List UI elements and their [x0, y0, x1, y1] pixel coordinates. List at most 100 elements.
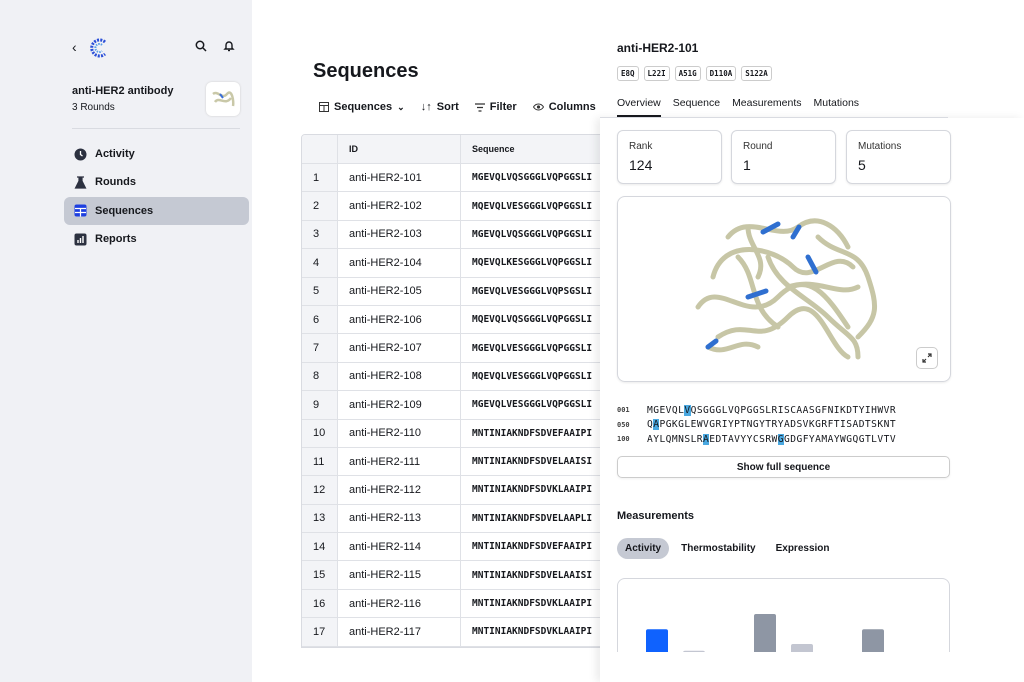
- row-sequence: MQEVQLVESGGGLVQPGGSLI: [472, 200, 593, 212]
- table-row[interactable]: 15 anti-HER2-115 MNTINIAKNDFSDVELAAISI: [302, 561, 620, 590]
- chart-bar: [754, 614, 776, 652]
- divider: [72, 128, 240, 129]
- row-number: 4: [302, 249, 338, 277]
- row-number: 2: [302, 192, 338, 220]
- table-row[interactable]: 7 anti-HER2-107 MGEVQLVESGGGLVQPGGSLI: [302, 334, 620, 363]
- eye-icon: [532, 103, 544, 111]
- sidebar-item-label: Sequences: [95, 204, 154, 217]
- search-icon[interactable]: [195, 40, 207, 52]
- row-id: anti-HER2-102: [338, 192, 461, 220]
- sequences-table: ID Sequence 1 anti-HER2-101 MGEVQLVQSGGGLV…: [301, 134, 621, 648]
- table-row[interactable]: 8 anti-HER2-108 MQEVQLVESGGGLVQPGGSLI: [302, 362, 620, 392]
- table-row[interactable]: 11 anti-HER2-111 MNTINIAKNDFSDVELAAISI: [302, 447, 620, 477]
- row-sequence: MQEVQLVESGGGLVQPGGSLI: [472, 370, 593, 382]
- sidebar-item-rounds[interactable]: Rounds: [64, 168, 249, 196]
- table-row[interactable]: 1 anti-HER2-101 MGEVQLVQSGGGLVQPGGSLI: [302, 164, 620, 193]
- divider: [600, 117, 948, 118]
- sequence-viewer: 001 MGEVQLVQSGGGLVQPGGSLRISCAASGFNIKDTYIH…: [617, 403, 896, 447]
- measurement-tab-activity[interactable]: Activity: [617, 538, 670, 559]
- sequence-segment: Q: [647, 419, 654, 431]
- table-row[interactable]: 5 anti-HER2-105 MGEVQLVESGGGLVQPSGSLI: [302, 277, 620, 306]
- row-sequence: MQEVQLKESGGGLVQPGGSLI: [472, 257, 593, 269]
- table-row[interactable]: 17 anti-HER2-117 MNTINIAKNDFSDVKLAAIPI: [302, 618, 620, 647]
- row-id: anti-HER2-109: [338, 391, 461, 419]
- mutation-highlight: G: [777, 433, 785, 445]
- row-id: anti-HER2-101: [338, 164, 461, 192]
- sidebar-item-label: Activity: [95, 148, 135, 160]
- sequence-position: 001: [617, 406, 630, 415]
- panel-tabs: Overview Sequence Measurements Mutations: [617, 97, 859, 117]
- row-id: anti-HER2-115: [338, 561, 461, 589]
- tab-sequence[interactable]: Sequence: [672, 97, 721, 109]
- row-id: anti-HER2-111: [338, 447, 461, 476]
- row-sequence: MGEVQLVQSGGGLVQPGGSLI: [472, 172, 593, 184]
- chart-bar: [683, 650, 705, 652]
- flask-icon: [74, 176, 87, 189]
- table-row[interactable]: 16 anti-HER2-116 MNTINIAKNDFSDVKLAAIPI: [302, 589, 620, 619]
- table-row[interactable]: 9 anti-HER2-109 MGEVQLVESGGGLVQPGGSLI: [302, 391, 620, 420]
- column-header-sequence[interactable]: Sequence: [472, 144, 515, 154]
- filter-icon: [474, 102, 485, 112]
- row-sequence: MGEVQLVESGGGLVQPSGSLI: [472, 285, 593, 297]
- table-row[interactable]: 4 anti-HER2-104 MQEVQLKESGGGLVQPGGSLI: [302, 249, 620, 278]
- sequence-segment: GDGFYAMAYWGQGTLVTV: [784, 433, 897, 445]
- columns-button[interactable]: Columns: [532, 101, 596, 113]
- chart-bar: [646, 629, 668, 652]
- chevron-down-icon: ⌄: [397, 101, 405, 112]
- sequence-segment: MGEVQL: [647, 404, 685, 416]
- measurement-tab-thermostability[interactable]: Thermostability: [681, 543, 756, 554]
- filter-button[interactable]: Filter: [474, 101, 517, 113]
- row-sequence: MGEVQLVQSGGGLVQPGGSLI: [472, 228, 593, 240]
- show-full-sequence-button[interactable]: Show full sequence: [617, 456, 950, 478]
- mutation-tag: A51G: [674, 66, 701, 81]
- view-dropdown[interactable]: Sequences ⌄: [319, 101, 405, 113]
- sidebar-item-activity[interactable]: Activity: [64, 140, 249, 168]
- table-header: ID Sequence: [302, 135, 620, 164]
- row-number: 14: [302, 533, 338, 561]
- mutation-tag: S122A: [741, 66, 772, 81]
- mutation-tags: E8Q L22I A51G D110A S122A: [617, 66, 772, 81]
- table-row[interactable]: 6 anti-HER2-106 MQEVQLVQSGGGLVQPGGSLI: [302, 305, 620, 335]
- row-sequence: MNTINIAKNDFSDVEFAAIPI: [472, 541, 593, 553]
- table-row[interactable]: 3 anti-HER2-103 MGEVQLVQSGGGLVQPGGSLI: [302, 220, 620, 250]
- expand-button[interactable]: [916, 347, 938, 369]
- sort-button[interactable]: ↓↑ Sort: [420, 101, 459, 113]
- project-thumbnail: [206, 82, 240, 116]
- row-id: anti-HER2-103: [338, 220, 461, 249]
- bell-icon[interactable]: [223, 40, 235, 52]
- panel-title: anti-HER2-101: [617, 41, 699, 55]
- table-icon: [74, 204, 87, 217]
- row-sequence: MQEVQLVQSGGGLVQPGGSLI: [472, 314, 593, 326]
- sidebar-item-reports[interactable]: Reports: [64, 225, 249, 253]
- table-row[interactable]: 13 anti-HER2-113 MNTINIAKNDFSDVELAAPLI: [302, 504, 620, 534]
- tab-measurements[interactable]: Measurements: [732, 97, 802, 109]
- column-header-id[interactable]: ID: [338, 135, 461, 163]
- row-id: anti-HER2-117: [338, 618, 461, 646]
- mutation-tag: E8Q: [617, 66, 639, 81]
- project-title: anti-HER2 antibody: [72, 85, 174, 97]
- sidebar-item-sequences[interactable]: Sequences: [64, 196, 249, 225]
- tab-overview[interactable]: Overview: [617, 97, 661, 117]
- row-number: 16: [302, 589, 338, 618]
- toolbar: Sequences ⌄ ↓↑ Sort Filter Columns: [319, 101, 596, 113]
- measurement-tab-expression[interactable]: Expression: [775, 543, 830, 554]
- project-subtitle: 3 Rounds: [72, 102, 115, 113]
- table-row[interactable]: 12 anti-HER2-112 MNTINIAKNDFSDVKLAAIPI: [302, 476, 620, 505]
- row-sequence: MNTINIAKNDFSDVKLAAIPI: [472, 626, 593, 638]
- row-id: anti-HER2-112: [338, 476, 461, 504]
- measurements-title: Measurements: [617, 510, 695, 522]
- table-row[interactable]: 14 anti-HER2-114 MNTINIAKNDFSDVEFAAIPI: [302, 533, 620, 562]
- clock-icon: [74, 148, 87, 160]
- protein-structure-viewer[interactable]: [617, 196, 951, 382]
- row-number: 13: [302, 504, 338, 533]
- mutation-highlight: V: [684, 404, 691, 416]
- table-row[interactable]: 10 anti-HER2-110 MNTINIAKNDFSDVEFAAIPI: [302, 419, 620, 448]
- row-id: anti-HER2-114: [338, 533, 461, 561]
- logo-icon: [90, 38, 106, 58]
- table-row[interactable]: 2 anti-HER2-102 MQEVQLVESGGGLVQPGGSLI: [302, 192, 620, 221]
- sequence-segment: EDTAVYYCSRW: [709, 433, 778, 445]
- row-sequence: MNTINIAKNDFSDVELAAISI: [472, 569, 593, 581]
- back-chevron-icon[interactable]: ‹: [72, 39, 77, 55]
- row-sequence: MNTINIAKNDFSDVKLAAIPI: [472, 598, 593, 610]
- tab-mutations[interactable]: Mutations: [813, 97, 860, 109]
